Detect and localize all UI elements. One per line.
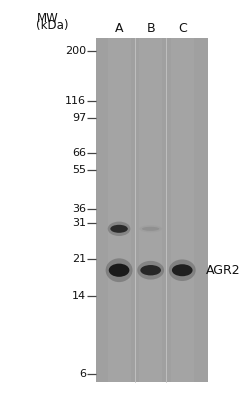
Ellipse shape: [172, 264, 193, 276]
Text: 21: 21: [72, 254, 86, 264]
Text: C: C: [178, 22, 187, 34]
Text: 200: 200: [65, 46, 86, 56]
Ellipse shape: [169, 260, 196, 281]
Text: 116: 116: [65, 96, 86, 106]
Ellipse shape: [139, 225, 162, 232]
Ellipse shape: [110, 225, 128, 233]
Bar: [139, 38, 162, 382]
Ellipse shape: [109, 264, 129, 277]
Ellipse shape: [108, 222, 130, 236]
Bar: [107, 38, 131, 382]
Text: (kDa): (kDa): [36, 20, 69, 32]
Text: MW: MW: [36, 12, 58, 24]
Text: 66: 66: [72, 148, 86, 158]
Bar: [171, 38, 194, 382]
Ellipse shape: [106, 258, 132, 282]
Text: 97: 97: [72, 112, 86, 122]
Ellipse shape: [142, 227, 159, 231]
Bar: [96, 38, 208, 382]
Ellipse shape: [137, 261, 164, 280]
Text: 55: 55: [72, 165, 86, 175]
Text: 6: 6: [79, 369, 86, 379]
Text: 31: 31: [72, 218, 86, 228]
Text: 14: 14: [72, 291, 86, 301]
Ellipse shape: [140, 265, 161, 276]
Text: AGR2: AGR2: [206, 264, 241, 277]
Text: A: A: [115, 22, 123, 34]
Text: B: B: [146, 22, 155, 34]
Text: 36: 36: [72, 204, 86, 214]
